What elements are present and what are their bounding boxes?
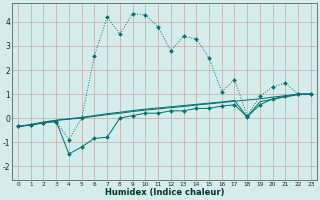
X-axis label: Humidex (Indice chaleur): Humidex (Indice chaleur) xyxy=(105,188,224,197)
